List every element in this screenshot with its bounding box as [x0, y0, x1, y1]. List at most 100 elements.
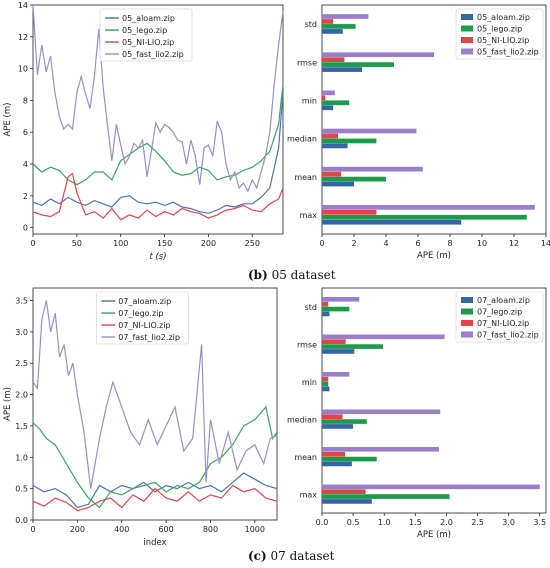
bar05-bar-mean-2: [322, 171, 342, 177]
line05-legend-label-0: 05_aloam.zip: [122, 14, 175, 23]
bar07-bar-median-2: [322, 414, 343, 420]
line07-legend-box: [95, 291, 189, 345]
bar07-xtick-label-7: 3.5: [533, 518, 546, 527]
line05-series-2: [32, 172, 284, 221]
bar07-bar-std-0: [322, 311, 330, 317]
line05-ytick-label-3: 6: [23, 128, 28, 137]
bar07-bar-max-2: [322, 489, 366, 495]
bar07-bar-mean-2: [322, 451, 346, 457]
bar05-category-label-1: mean: [294, 173, 317, 182]
line07-series-1: [32, 405, 278, 509]
bar05-bar-rmse-0: [322, 67, 362, 72]
bar05-bar-std-0: [322, 29, 343, 34]
bar05-category-label-2: median: [287, 135, 317, 144]
bar05-bar-median-1: [322, 138, 377, 144]
line05-ytick-label-5: 10: [18, 65, 28, 74]
bar07-bar-rmse-1: [322, 344, 383, 349]
bar05-bar-min-1: [322, 100, 350, 106]
line05-series-0: [32, 92, 284, 214]
bar05-xtick-label-3: 6: [415, 239, 420, 248]
line05-xtick-label-1: 50: [72, 239, 82, 248]
bar05-category-label-3: min: [302, 96, 317, 105]
bar05-legend-label-1: 05_lego.zip: [477, 25, 522, 34]
bar07-bar-min-1: [322, 381, 329, 387]
bar07-legend-label-2: 07_NI-LIO.zip: [477, 319, 529, 328]
line05-ytick-label-0: 0: [23, 224, 28, 233]
line07-legend: 07_aloam.zip 07_lego.zip 07_NI-LIO.zip 07_f…: [95, 291, 189, 345]
bar05-chart: max mean median min rmse std 0 2 4 6 8 10 12 14 APE (m…: [287, 4, 550, 261]
bar07-legend-label-0: 07_aloam.zip: [477, 296, 530, 305]
bar07-bar-median-0: [322, 424, 354, 429]
bar05-xlabel: APE (m): [417, 251, 451, 261]
bar07-category-label-2: median: [287, 415, 317, 424]
bar05-bar-std-1: [322, 24, 356, 29]
bar07-legend-swatch-1: [461, 308, 473, 315]
bar05-bar-rmse-1: [322, 62, 394, 67]
bar05-bar-std-2: [322, 19, 334, 24]
line07-chart: 0 200 400 600 800 1000 0.0 0.5 1.0 1.5 2.0 2.5 3.0 3.…: [3, 287, 278, 548]
line05-xtick-label-5: 250: [245, 239, 260, 248]
bar05-bar-max-3: [322, 204, 535, 210]
bar05-xtick-label-6: 12: [509, 239, 519, 248]
line05-ytick-label-4: 8: [23, 96, 28, 105]
line05-ytick-label-6: 12: [18, 33, 28, 42]
bar07-bar-rmse-0: [322, 349, 355, 354]
bar05-xtick-label-7: 14: [541, 239, 550, 248]
bar05-bar-median-2: [322, 133, 338, 139]
line07-frame: [32, 287, 278, 521]
bar07-xtick-label-4: 2.0: [440, 518, 453, 527]
bar07-chart: max mean median min rmse std 0.0 0.5 1.0 1.5 2.0 2.…: [287, 287, 547, 540]
line07-legend-label-2: 07_NI-LIO.zip: [118, 321, 170, 330]
bar07-bar-median-1: [322, 419, 367, 424]
bar05-legend-swatch-0: [461, 14, 473, 20]
bar05-xtick-label-1: 2: [351, 239, 356, 248]
line05-xtick-label-3: 150: [157, 239, 172, 248]
line05-legend-box: [99, 8, 193, 62]
line05-ytick-label-2: 4: [23, 160, 28, 169]
bar05-bar-min-2: [322, 95, 326, 101]
bar05-xtick-label-4: 8: [447, 239, 452, 248]
bar07-bar-mean-0: [322, 461, 352, 467]
line05-xlabel: t (s): [149, 252, 166, 262]
bar07-bar-std-1: [322, 306, 350, 312]
bar05-bar-median-0: [322, 143, 348, 149]
bar07-frame: [321, 287, 547, 514]
line05-ytick-label-1: 2: [23, 192, 28, 201]
line07-xtick-label-4: 800: [203, 525, 218, 534]
line05-xtick-label-0: 0: [30, 239, 35, 248]
bar05-bar-rmse-3: [322, 52, 434, 58]
line05-legend-label-3: 05_fast_lio2.zip: [122, 50, 184, 59]
bar07-xtick-label-0: 0.0: [316, 518, 329, 527]
line07-xtick-label-3: 600: [158, 525, 173, 534]
line05-legend-label-2: 05_NI-LIO.zip: [122, 38, 174, 47]
bar07-bar-rmse-3: [322, 334, 445, 340]
bar05-bar-mean-3: [322, 166, 423, 172]
bar05-bar-std-3: [322, 14, 369, 19]
line07-series-2: [32, 484, 278, 512]
caption-05: (b) 05 dataset: [248, 268, 336, 282]
line07-legend-label-1: 07_lego.zip: [118, 309, 163, 318]
bar07-bar-std-3: [322, 297, 360, 302]
line05-xtick-label-2: 100: [113, 239, 128, 248]
bar07-bar-min-3: [322, 372, 350, 377]
line07-ytick-label-2: 1.0: [15, 453, 28, 462]
bar05-bar-max-0: [322, 219, 462, 225]
bar07-xtick-label-2: 1.0: [378, 518, 391, 527]
line05-series-1: [32, 84, 284, 186]
bar07-category-label-1: mean: [294, 453, 317, 462]
line05-legend: 05_aloam.zip 05_lego.zip 05_NI-LIO.zip 05_f…: [99, 8, 193, 62]
bar07-bar-std-2: [322, 301, 329, 307]
line07-ytick-label-3: 1.5: [15, 422, 28, 431]
bar05-legend-box: [455, 8, 544, 60]
line07-series-3: [32, 300, 278, 489]
bar07-bar-max-1: [322, 494, 450, 499]
line07-xlabel: index: [143, 538, 166, 548]
bar07-legend-swatch-2: [461, 320, 473, 326]
bar05-xtick-label-5: 10: [477, 239, 487, 248]
bar05-bar-max-2: [322, 209, 377, 215]
line05-chart: 0 50 100 150 200 250 0 2 4 6 8 10 12 14 t (s) APE (m) 05…: [3, 1, 284, 262]
bar07-category-label-3: min: [302, 378, 317, 387]
bar07-bar-max-3: [322, 484, 540, 490]
bar05-legend-label-3: 05_fast_lio2.zip: [477, 48, 539, 57]
bar07-legend-label-3: 07_fast_lio2.zip: [477, 331, 539, 340]
